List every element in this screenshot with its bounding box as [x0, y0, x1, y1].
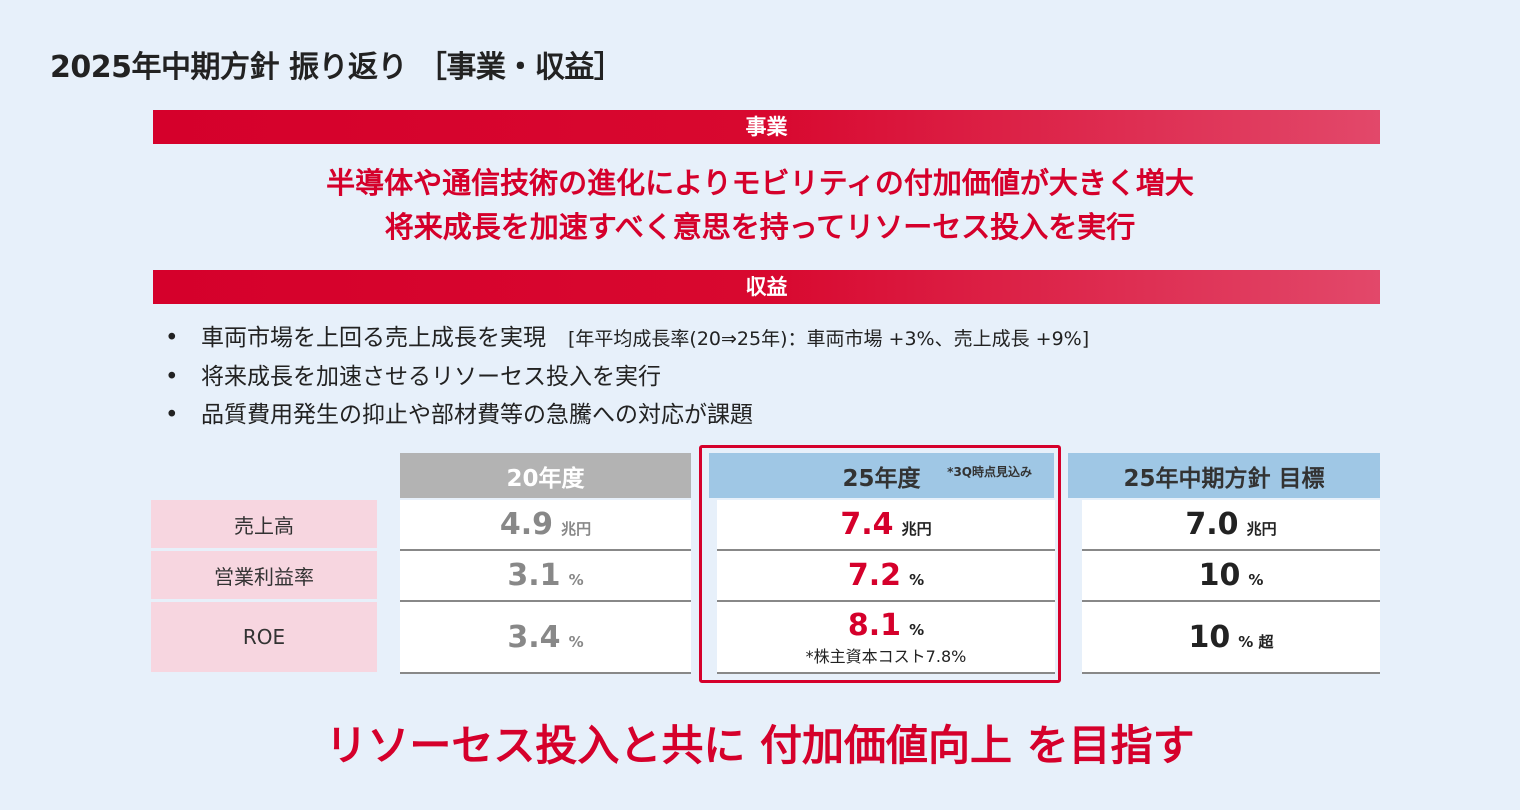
value: 3.4: [507, 619, 561, 655]
bullet-note: [年平均成長率(20⇒25年)：車両市場 +3%、売上成長 +9%]: [568, 328, 1090, 350]
highlight-frame: [699, 445, 1061, 683]
bullet-item: • 車両市場を上回る売上成長を実現 [年平均成長率(20⇒25年)：車両市場 +3%…: [165, 325, 1090, 351]
column-header-target: 25年中期方針 目標: [1068, 453, 1380, 498]
header-note: *3Q時点見込み: [947, 465, 1032, 479]
bullet-item: • 品質費用発生の抑止や部材費等の急騰への対応が課題: [165, 402, 753, 428]
value: 10: [1188, 619, 1231, 655]
unit: %: [568, 632, 584, 651]
profit-banner: 収益: [153, 270, 1380, 304]
column-fy25: 7.4 兆円 7.2% 8.1% *株主資本コスト7.8%: [717, 500, 1055, 674]
row-label-roe: ROE: [151, 602, 377, 672]
column-target: 7.0 兆円 10% 10 % 超: [1082, 500, 1380, 674]
bullet-text: 車両市場を上回る売上成長を実現: [201, 325, 546, 351]
business-line-1: 半導体や通信技術の進化によりモビリティの付加価値が大きく増大: [326, 166, 1194, 200]
unit: 兆円: [561, 520, 592, 538]
unit: 兆円: [1246, 520, 1277, 538]
footer-message: リソーセス投入と共に 付加価値向上 を目指す: [325, 721, 1195, 770]
unit: 兆円: [901, 520, 932, 538]
business-line-2: 将来成長を加速すべく意思を持ってリソーセス投入を実行: [384, 210, 1136, 244]
value: 10: [1198, 558, 1241, 593]
value-note: *株主資本コスト7.8%: [805, 646, 967, 666]
column-header-fy20: 20年度: [400, 453, 691, 498]
column-fy20: 4.9 兆円 3.1% 3.4%: [400, 500, 691, 674]
value: 7.4: [840, 507, 894, 542]
page-title: 2025年中期方針 振り返り ［事業・収益］: [50, 50, 624, 85]
bullet-text: 品質費用発生の抑止や部材費等の急騰への対応が課題: [201, 402, 753, 428]
value: 7.2: [847, 558, 902, 593]
unit: % 超: [1238, 632, 1274, 651]
bullet-item: • 将来成長を加速させるリソーセス投入を実行: [165, 364, 661, 390]
column-header-fy25: 25年度 *3Q時点見込み: [709, 453, 1054, 498]
row-label-margin: 営業利益率: [151, 551, 377, 599]
value: 3.1: [507, 558, 561, 593]
unit: %: [909, 620, 925, 639]
business-banner: 事業: [153, 110, 1380, 144]
bullet-text: 将来成長を加速させるリソーセス投入を実行: [201, 364, 661, 390]
unit: %: [1248, 571, 1264, 589]
unit: %: [909, 571, 925, 589]
header-text: 25年度: [842, 465, 921, 492]
row-label-sales: 売上高: [151, 500, 377, 548]
value: 8.1: [847, 607, 902, 643]
unit: %: [568, 571, 584, 589]
value: 4.9: [499, 507, 554, 542]
value: 7.0: [1185, 507, 1239, 542]
